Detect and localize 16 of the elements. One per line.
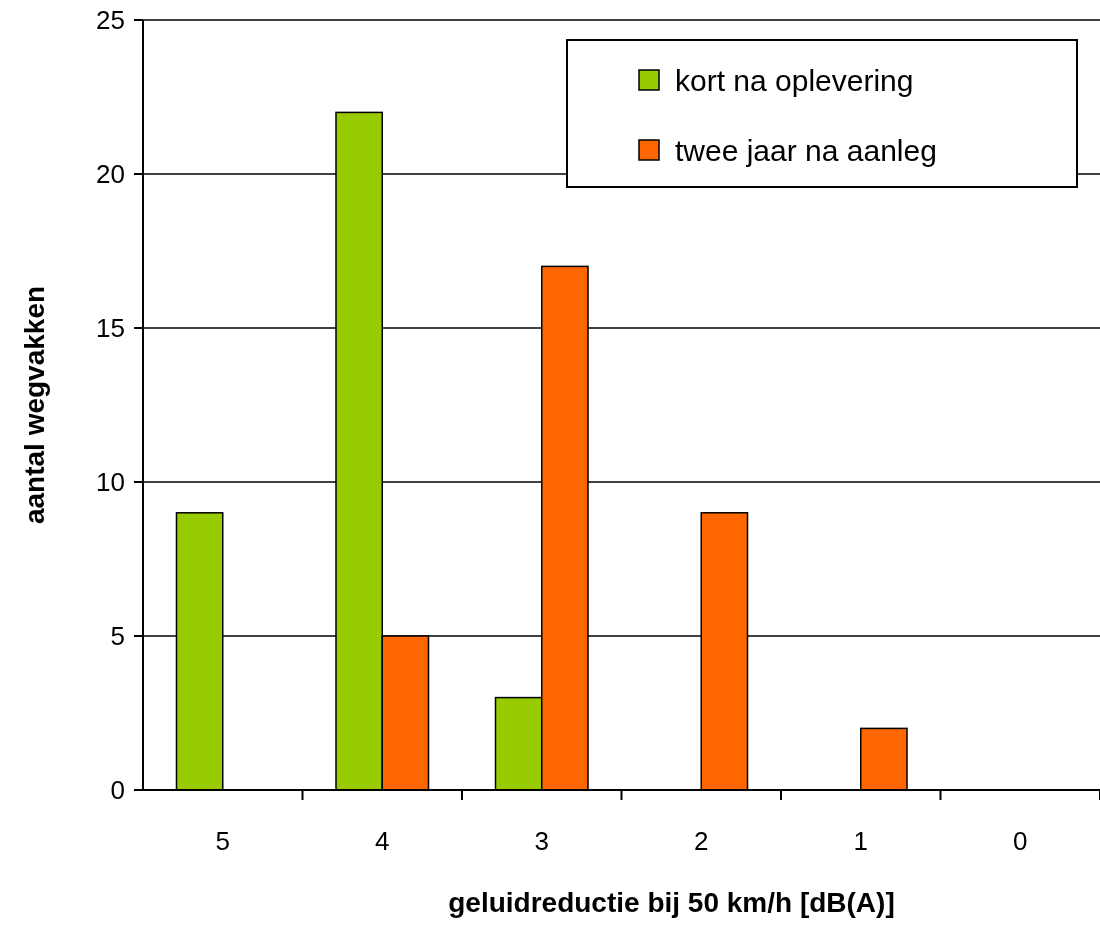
y-tick-label: 20 [96,159,125,190]
y-tick-label: 0 [110,775,125,806]
y-axis-title: aantal wegvakken [19,285,50,525]
x-tick-label: 1 [853,826,868,856]
legend-label: kort na oplevering [675,63,914,97]
y-tick-label: 5 [110,621,125,652]
x-tick-label: 3 [534,826,549,856]
legend-label: twee jaar na aanleg [675,133,937,167]
y-tick-label: 15 [96,313,125,344]
x-tick-label: 4 [375,826,390,856]
x-tick-label: 0 [1013,826,1028,856]
y-tick-label: 10 [96,467,125,498]
x-tick-label: 5 [215,826,230,856]
x-axis-title: geluidreductie bij 50 km/h [dB(A)] [448,887,895,918]
x-tick-label: 2 [694,826,709,856]
y-tick-label: 25 [96,5,125,36]
